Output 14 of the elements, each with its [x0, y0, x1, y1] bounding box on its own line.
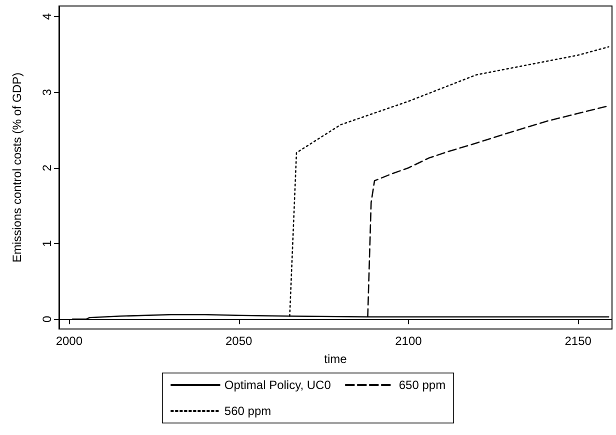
- y-tick-label: 4: [40, 12, 54, 20]
- legend-label: Optimal Policy, UC0: [224, 378, 332, 392]
- x-tick-label: 2050: [225, 334, 252, 348]
- x-axis-title: time: [324, 352, 348, 366]
- x-tick-label: 2150: [564, 334, 592, 348]
- x-tick-label: 2000: [56, 334, 83, 348]
- y-axis-title: Emissions control costs (% of GDP): [10, 72, 24, 263]
- y-tick-label: 2: [40, 164, 54, 172]
- y-tick-label: 0: [40, 316, 54, 323]
- y-tick-label: 3: [40, 88, 54, 96]
- x-tick-label: 2100: [395, 334, 422, 348]
- legend-label: 650 ppm: [398, 378, 446, 392]
- y-tick-label: 1: [40, 240, 54, 247]
- legend-label: 560 ppm: [224, 404, 272, 418]
